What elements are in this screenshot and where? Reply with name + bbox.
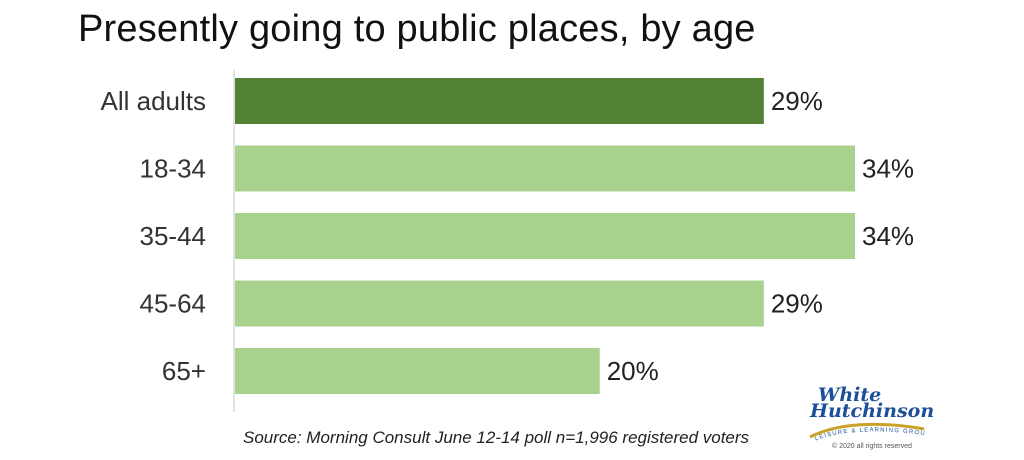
data-label: 34%: [862, 221, 914, 251]
logo-copyright: © 2020 all rights reserved: [832, 443, 912, 450]
category-label: 35-44: [140, 221, 207, 251]
bar-65-: [235, 348, 600, 394]
source-note: Source: Morning Consult June 12-14 poll …: [243, 428, 750, 447]
category-label: 45-64: [140, 289, 207, 319]
bar-18-34: [235, 145, 855, 192]
bar-35-44: [235, 213, 855, 259]
data-label: 20%: [607, 356, 659, 386]
company-logo: White Hutchinson LEISURE & LEARNING GROU…: [808, 384, 934, 453]
bar-45-64: [235, 280, 764, 327]
category-label: 18-34: [140, 154, 207, 184]
logo-swoosh-icon: LEISURE & LEARNING GROUP: [808, 419, 925, 442]
bar-all-adults: [235, 78, 764, 124]
data-label: 29%: [771, 289, 823, 319]
chart-title: Presently going to public places, by age: [78, 8, 756, 50]
logo-line2: Hutchinson: [810, 400, 935, 422]
category-label: 65+: [162, 356, 206, 386]
logo-line1: White: [818, 384, 882, 406]
data-label: 29%: [771, 86, 823, 116]
category-label: All adults: [101, 86, 207, 116]
data-label: 34%: [862, 154, 914, 184]
bars-group: All adults 29% 18-34 34% 35-44 34% 45-64 29% 65+…: [101, 78, 914, 394]
